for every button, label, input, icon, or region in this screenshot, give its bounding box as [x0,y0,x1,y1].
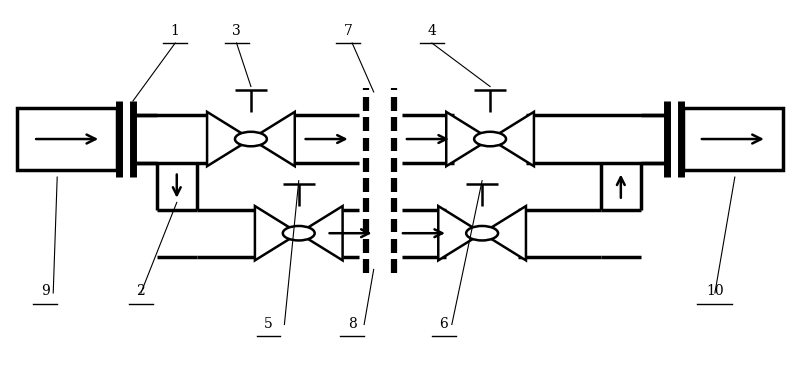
Polygon shape [207,112,251,166]
Circle shape [474,132,506,146]
Circle shape [283,226,314,241]
Text: 4: 4 [427,24,436,38]
Text: 5: 5 [264,317,273,331]
Polygon shape [490,112,534,166]
Polygon shape [298,206,342,260]
Bar [683,108,782,170]
Text: 10: 10 [706,284,724,299]
Text: 6: 6 [439,317,448,331]
Text: 2: 2 [137,284,146,299]
Polygon shape [255,206,298,260]
Polygon shape [251,112,294,166]
Polygon shape [446,112,490,166]
Text: 1: 1 [170,24,180,38]
Circle shape [466,226,498,241]
Text: 3: 3 [232,24,241,38]
Bar [18,108,117,170]
Polygon shape [482,206,526,260]
Text: 9: 9 [41,284,50,299]
Text: 8: 8 [348,317,357,331]
Text: 7: 7 [344,24,353,38]
Polygon shape [438,206,482,260]
Circle shape [235,132,267,146]
